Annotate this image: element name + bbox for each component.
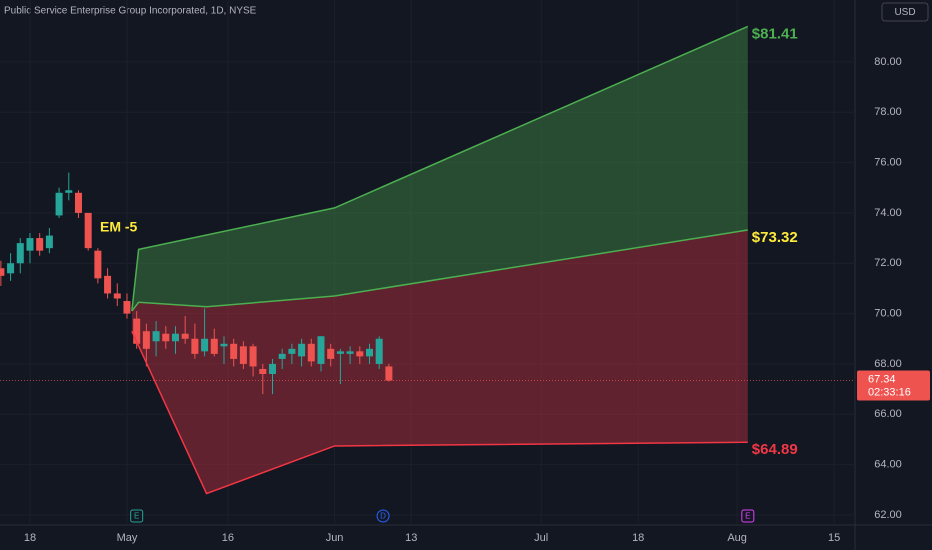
candle-body	[220, 343, 228, 347]
y-tick-label: 66.00	[874, 408, 902, 420]
y-tick-label: 68.00	[874, 358, 902, 370]
candle-body	[259, 368, 267, 374]
y-tick-label: 78.00	[874, 106, 902, 118]
candle-body	[268, 363, 276, 374]
candle-body	[230, 343, 238, 359]
end-label: $64.89	[752, 441, 798, 458]
countdown: 02:33:16	[868, 386, 911, 398]
candle-body	[171, 333, 179, 342]
candle-body	[7, 263, 15, 274]
band-fill-lower	[131, 230, 748, 494]
candle-body	[336, 351, 344, 354]
candle-body	[249, 346, 257, 367]
x-tick-label: Jun	[326, 532, 344, 544]
y-tick-label: 72.00	[874, 257, 902, 269]
y-tick-label: 80.00	[874, 56, 902, 68]
y-tick-label: 64.00	[874, 459, 902, 471]
currency[interactable]: USD	[894, 7, 915, 18]
x-tick-label: 16	[222, 532, 234, 544]
candle-body	[123, 301, 131, 314]
candle-body	[84, 212, 92, 249]
last-price-label: 67.34	[868, 373, 896, 385]
candle-body	[16, 243, 24, 264]
band-fill-upper	[131, 26, 748, 312]
x-tick-label: 18	[24, 532, 36, 544]
currency-box[interactable]	[881, 2, 929, 22]
candle-body	[317, 336, 325, 364]
candle-body	[55, 192, 63, 216]
candle-body	[181, 333, 189, 339]
candle-body	[36, 238, 44, 251]
y-tick-label: 76.00	[874, 156, 902, 168]
band-line	[131, 25, 749, 312]
chart-title: Public Service Enterprise Group Incorpor…	[4, 6, 257, 17]
candle-body	[298, 343, 306, 357]
event-marker	[741, 509, 755, 523]
candle-body	[346, 351, 354, 354]
candle-body	[113, 293, 121, 299]
candle-body	[94, 250, 102, 279]
x-tick-label: Aug	[727, 532, 747, 544]
y-tick-label: 74.00	[874, 207, 902, 219]
event-marker	[130, 509, 144, 523]
candle-body	[191, 338, 199, 354]
candle-body	[65, 190, 73, 193]
y-tick-label: 62.00	[874, 509, 902, 521]
candle-body	[288, 348, 296, 354]
candle-body	[356, 351, 364, 357]
candle-body	[307, 343, 315, 362]
event-label[interactable]: E	[134, 512, 139, 521]
candle-body	[45, 235, 53, 249]
x-tick-label: 15	[828, 532, 840, 544]
event-label[interactable]: E	[745, 512, 750, 521]
candle-body	[142, 331, 150, 349]
x-tick-label: May	[117, 532, 138, 544]
candle-body	[152, 331, 160, 342]
band-line	[131, 330, 748, 495]
end-label: $81.41	[752, 25, 798, 42]
last-price-tag	[857, 370, 930, 401]
end-label: $73.32	[752, 229, 798, 246]
x-tick-label: 13	[405, 532, 417, 544]
annotation: EM -5	[100, 219, 138, 235]
y-tick-label: 70.00	[874, 307, 902, 319]
x-tick-label: Jul	[534, 532, 548, 544]
event-marker	[376, 509, 390, 523]
candle-body	[104, 275, 112, 294]
candle-body	[327, 348, 335, 359]
event-label[interactable]: D	[380, 512, 386, 521]
candle-body	[162, 333, 170, 342]
candle-body	[0, 268, 5, 276]
candle-body	[210, 338, 218, 354]
candle-body	[74, 192, 82, 213]
candle-body	[201, 338, 209, 352]
candle-body	[365, 348, 373, 357]
x-tick-label: 18	[632, 532, 644, 544]
candle-body	[278, 353, 286, 359]
candle-body	[375, 338, 383, 364]
candle-body	[26, 238, 34, 251]
candle-body	[239, 346, 247, 364]
candle-body	[385, 366, 393, 381]
candle-body	[133, 318, 141, 344]
band-line	[131, 229, 748, 312]
